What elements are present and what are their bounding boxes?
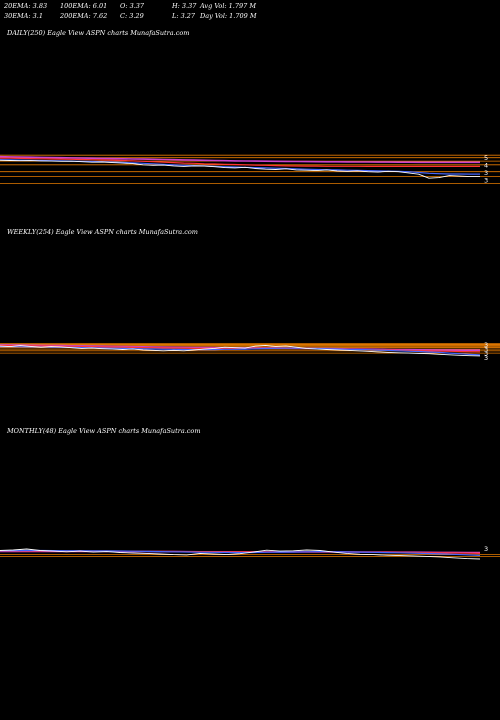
- price-line: [0, 159, 480, 179]
- right-price-label: 3: [484, 354, 488, 362]
- low-label: L: 3.27: [172, 12, 196, 20]
- ema20-label: 20EMA: 3.83: [4, 2, 48, 10]
- right-price-label: 5: [484, 154, 488, 162]
- open-label: O: 3.37: [120, 2, 145, 10]
- high-label: H: 3.37: [172, 2, 197, 10]
- price-line: [0, 344, 481, 357]
- ema-fast-line: [0, 346, 481, 356]
- right-price-label: 3: [484, 350, 488, 358]
- right-price-label: 3: [484, 341, 488, 349]
- close-label: C: 3.29: [120, 12, 144, 20]
- right-price-label: 3: [484, 177, 488, 185]
- day-vol-label: Day Vol: 1.709 M: [200, 12, 257, 20]
- monthly-chart-title: MONTHLY(48) Eagle View ASPN charts Munaf…: [7, 427, 201, 435]
- ema100-label: 100EMA: 6.01: [60, 2, 108, 10]
- right-price-label: 4: [484, 162, 488, 170]
- daily-chart-title: DAILY(250) Eagle View ASPN charts Munafa…: [7, 29, 190, 37]
- right-price-label: 3: [484, 345, 488, 353]
- ema-mid-line: [0, 157, 480, 168]
- monthly-chart: 3: [0, 545, 500, 560]
- weekly-chart-title: WEEKLY(254) Eagle View ASPN charts Munaf…: [7, 228, 198, 236]
- avg-vol-label: Avg Vol: 1.797 M: [200, 2, 257, 10]
- right-price-label: 3: [484, 169, 488, 177]
- ema30-label: 30EMA: 3.1: [4, 12, 43, 20]
- ema200-label: 200EMA: 7.62: [60, 12, 108, 20]
- right-price-label: 3: [484, 545, 488, 553]
- price-line: [0, 548, 481, 560]
- ema-slow-line: [0, 155, 480, 164]
